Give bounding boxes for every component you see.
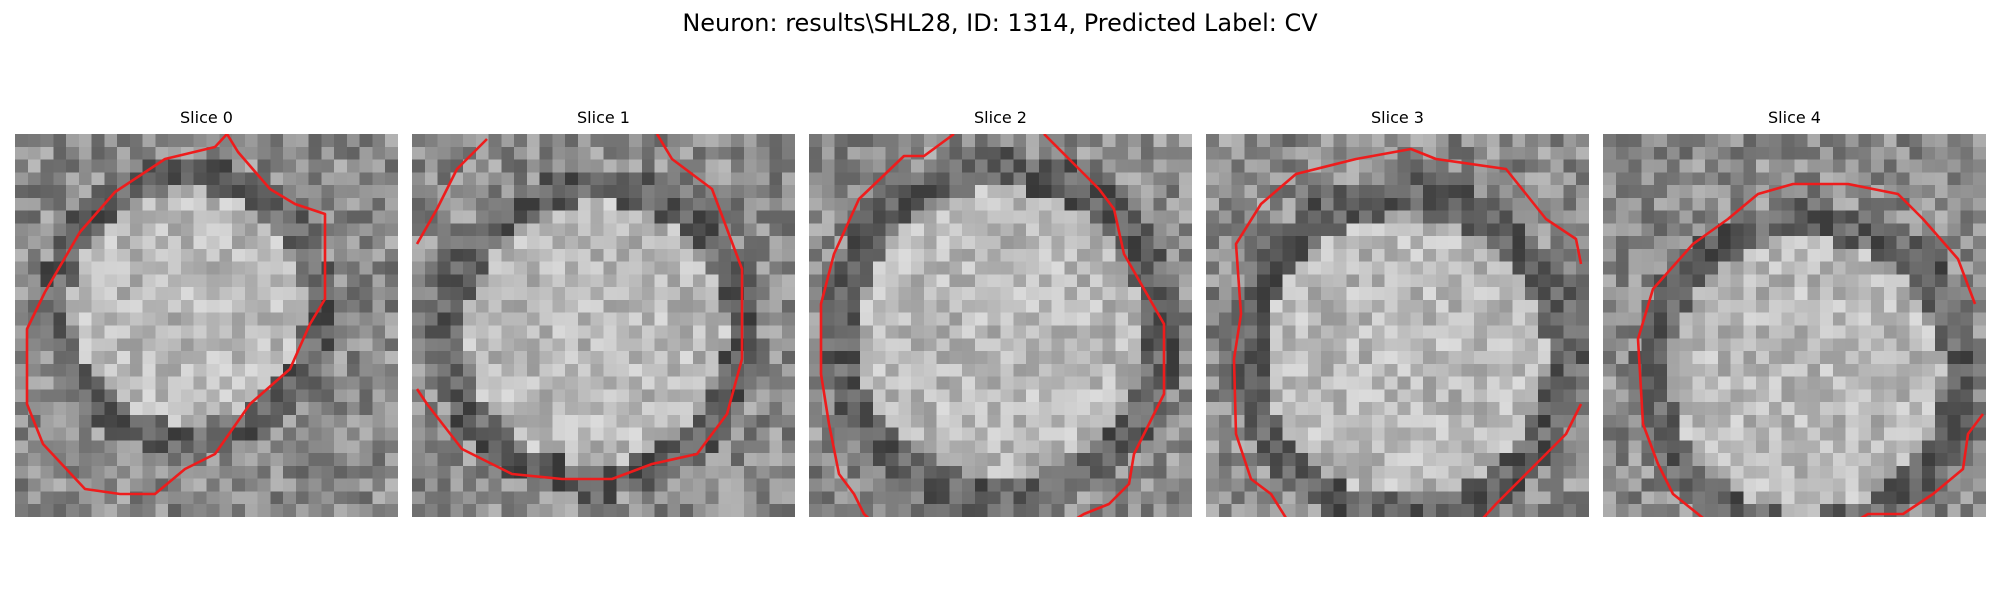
slice-image [15, 134, 398, 517]
slice-panel: Slice 4 [1603, 108, 1986, 518]
slice-title: Slice 4 [1768, 108, 1821, 127]
contour-line [1482, 403, 1583, 517]
contour-line [1232, 147, 1583, 517]
contour-line [415, 134, 744, 481]
contour-overlay [25, 134, 327, 496]
contour-line [415, 138, 488, 245]
slice-image [412, 134, 795, 517]
slice-image [809, 134, 1192, 517]
slice-title: Slice 2 [974, 108, 1027, 127]
contour-line [1636, 182, 1977, 517]
contour-line [1043, 134, 1166, 517]
slice-panel: Slice 1 [412, 108, 795, 518]
slice-panel: Slice 0 [15, 108, 398, 518]
contour-overlay [819, 134, 1166, 517]
slice-title: Slice 3 [1371, 108, 1424, 127]
contour-overlay [1636, 182, 1985, 517]
slice-image [1603, 134, 1986, 517]
contour-line [819, 134, 955, 517]
slice-panel: Slice 2 [809, 108, 1192, 518]
contour-line [1860, 413, 1985, 517]
figure-title: Neuron: results\SHL28, ID: 1314, Predict… [682, 9, 1318, 37]
slice-title: Slice 0 [180, 108, 233, 127]
contour-overlay [1232, 147, 1583, 517]
contour-line [25, 134, 327, 496]
contour-overlay [415, 134, 744, 481]
slice-panel: Slice 3 [1206, 108, 1589, 518]
slice-title: Slice 1 [577, 108, 630, 127]
